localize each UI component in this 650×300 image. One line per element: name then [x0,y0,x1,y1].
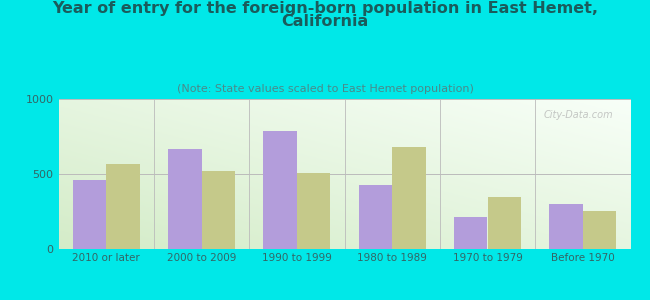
Bar [454,217,488,249]
Bar [106,164,140,249]
Bar [202,171,235,249]
Text: City-Data.com: City-Data.com [543,110,614,119]
Text: Year of entry for the foreign-born population in East Hemet,: Year of entry for the foreign-born popul… [52,2,598,16]
Bar [392,147,426,249]
Bar [549,204,583,249]
Text: California: California [281,14,369,28]
Bar [488,196,521,249]
Bar [168,148,202,249]
Bar [73,180,106,249]
Text: (Note: State values scaled to East Hemet population): (Note: State values scaled to East Hemet… [177,84,473,94]
Bar [263,130,297,249]
Bar [359,184,392,249]
Bar [583,211,616,249]
Bar [297,172,330,249]
